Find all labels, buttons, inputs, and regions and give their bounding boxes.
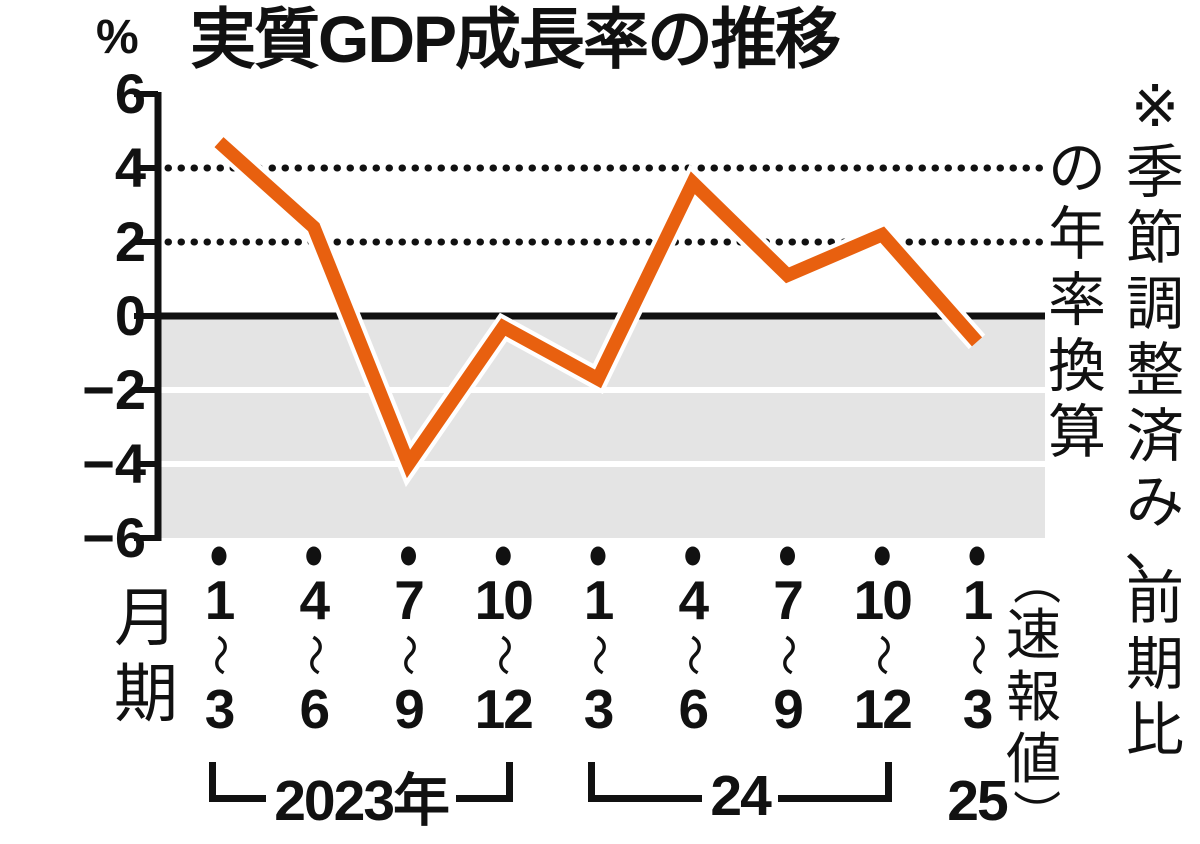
x-tick-dot <box>306 546 322 566</box>
range-tilde: 〜 <box>764 633 812 677</box>
range-tilde: 〜 <box>195 633 243 677</box>
bracket-stroke <box>228 762 267 802</box>
vertical-char: 整 <box>1126 338 1185 403</box>
x-tick-dot <box>874 546 890 566</box>
quarter-month: 7 <box>394 569 425 631</box>
quarter-month: 6 <box>299 678 330 740</box>
bracket-stroke <box>607 762 703 802</box>
x-tick-dot <box>495 546 511 566</box>
y-axis-unit-label: % <box>96 11 139 64</box>
preliminary-value-label: （速報値） <box>1006 556 1062 838</box>
x-axis-side-label: 月期 <box>114 580 178 732</box>
x-tick-label: 10 〜 12 <box>455 572 551 738</box>
vertical-char: 済 <box>1126 404 1185 469</box>
y-tick-label-6: 6 <box>114 62 146 125</box>
quarter-month: 1 <box>204 569 236 631</box>
x-tick-dot <box>211 546 227 566</box>
vertical-char: 前 <box>1126 566 1185 631</box>
year-bracket-2023年: 2023年 <box>209 762 514 833</box>
year-label-2023年: 2023年 <box>274 769 450 833</box>
y-tick-label-4: 4 <box>114 136 146 199</box>
vertical-char: 期 <box>1126 632 1185 697</box>
quarter-month: 10 <box>474 569 534 631</box>
x-tick-label: 10 〜 12 <box>834 572 930 738</box>
quarter-month: 3 <box>583 678 615 740</box>
y-tick-label--2: −2 <box>82 358 146 421</box>
x-tick-label: 7 〜 9 <box>740 572 836 738</box>
vertical-char: （ <box>1007 556 1061 606</box>
vertical-char: 率 <box>1048 268 1107 333</box>
quarter-month: 3 <box>204 678 236 740</box>
vertical-char: 値 <box>1006 728 1062 790</box>
vertical-char: 調 <box>1126 272 1185 337</box>
footnote-line-2: の年率換算 <box>1048 136 1106 466</box>
range-tilde: 〜 <box>859 633 907 677</box>
vertical-char: 比 <box>1126 698 1185 763</box>
gdp-line <box>214 137 983 479</box>
range-tilde: 〜 <box>480 633 528 677</box>
bracket-stroke <box>777 762 874 802</box>
year-label-25: 25 <box>947 769 1008 833</box>
vertical-char: ※ <box>1130 74 1180 139</box>
vertical-char: 、 <box>1124 514 1183 579</box>
vertical-char: ） <box>1007 788 1061 838</box>
quarter-month: 7 <box>773 569 804 631</box>
quarter-month: 4 <box>299 569 330 631</box>
range-tilde: 〜 <box>953 633 1001 677</box>
range-tilde: 〜 <box>574 633 622 677</box>
bracket-stroke <box>873 762 893 802</box>
y-tick-label--4: −4 <box>82 432 146 495</box>
bracket-stroke <box>494 762 514 802</box>
range-tilde: 〜 <box>290 633 338 677</box>
quarter-month: 6 <box>678 678 709 740</box>
vertical-char: 季 <box>1126 140 1185 205</box>
x-tick-label: 1 〜 3 <box>550 572 646 738</box>
vertical-char: み <box>1126 470 1185 535</box>
x-tick-label: 1 〜 3 <box>171 572 267 738</box>
x-tick-dot <box>685 546 701 566</box>
vertical-char: 年 <box>1048 202 1107 267</box>
quarter-month: 9 <box>394 678 425 740</box>
quarter-month: 12 <box>474 678 534 740</box>
range-tilde: 〜 <box>385 633 433 677</box>
x-tick-dot <box>401 546 416 566</box>
x-tick-dot <box>590 546 606 566</box>
bracket-stroke <box>209 762 228 802</box>
vertical-char: 算 <box>1048 400 1107 465</box>
range-tilde: 〜 <box>669 633 717 677</box>
quarter-month: 3 <box>962 678 994 740</box>
x-tick-label: 1 〜 3 <box>929 572 1025 738</box>
bracket-stroke <box>456 762 495 802</box>
chart-title: 実質GDP成長率の推移 <box>190 2 841 76</box>
quarter-month: 12 <box>853 678 913 740</box>
x-tick-dot <box>969 546 985 566</box>
y-tick-label-2: 2 <box>114 210 146 273</box>
vertical-char: 月 <box>114 582 178 654</box>
vertical-char: 期 <box>114 658 178 730</box>
x-tick-dot <box>780 546 795 566</box>
vertical-char: の <box>1048 136 1107 201</box>
quarter-month: 1 <box>583 569 615 631</box>
vertical-char: 換 <box>1048 334 1107 399</box>
quarter-month: 9 <box>773 678 804 740</box>
footnote-line-1: ※ 季節調整済み、前期比 <box>1124 74 1186 764</box>
year-bracket-24: 24 <box>588 762 893 828</box>
vertical-char: 速 <box>1006 604 1062 666</box>
x-tick-label: 7 〜 9 <box>361 572 457 738</box>
quarter-month: 1 <box>962 569 994 631</box>
vertical-char: 報 <box>1006 666 1062 728</box>
y-tick-label-0: 0 <box>114 284 146 347</box>
quarter-month: 10 <box>853 569 913 631</box>
year-label-24: 24 <box>710 764 771 828</box>
bracket-stroke <box>588 762 607 802</box>
y-tick-label--6: −6 <box>82 506 146 569</box>
x-tick-label: 4 〜 6 <box>266 572 362 738</box>
vertical-char: 節 <box>1126 206 1185 271</box>
x-tick-label: 4 〜 6 <box>645 572 741 738</box>
quarter-month: 4 <box>678 569 709 631</box>
